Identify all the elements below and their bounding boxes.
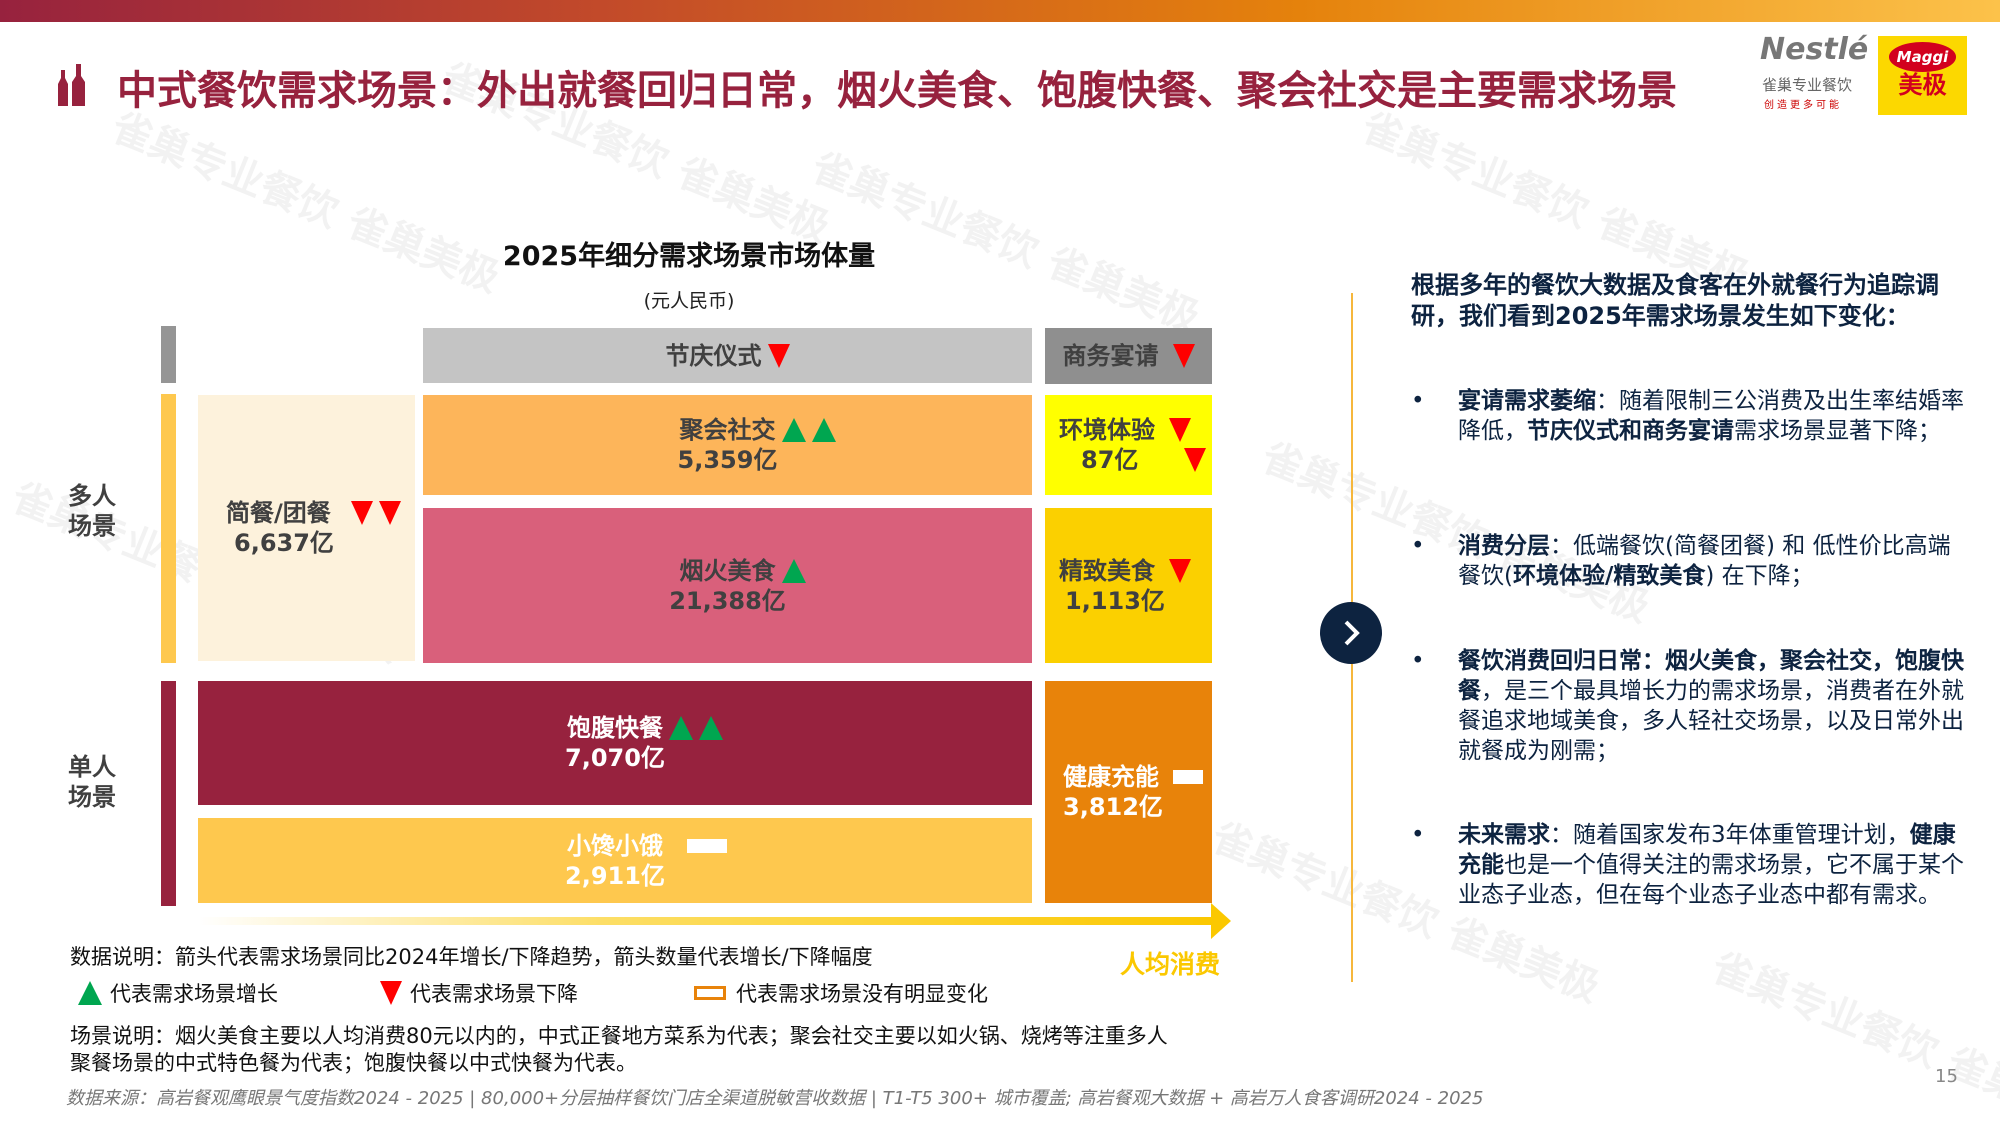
- segment-name: 健康充能: [1063, 763, 1159, 791]
- page-number: 15: [1935, 1066, 1958, 1087]
- header-festival: 节庆仪式: [423, 328, 1032, 383]
- segment-value: 3,812亿: [1063, 793, 1163, 821]
- nestle-logo: Nestlé 雀巢专业餐饮 创造更多可能: [1750, 32, 1872, 112]
- bullet-bold: 宴请需求萎缩: [1458, 388, 1596, 414]
- segment-healthy-energy: 健康充能 3,812亿: [1045, 681, 1212, 903]
- chart-unit: (元人民币): [643, 290, 735, 312]
- page-title: 中式餐饮需求场景：外出就餐回归日常，烟火美食、饱腹快餐、聚会社交是主要需求场景: [117, 68, 1677, 114]
- header-business-label: 商务宴请: [1062, 342, 1159, 370]
- segment-name: 饱腹快餐: [567, 714, 663, 742]
- header-business: 商务宴请: [1045, 328, 1212, 384]
- bullet-item: • 餐饮消费回归日常：烟火美食，聚会社交，饱腹快餐，是三个最具增长力的需求场景，消…: [1411, 648, 1964, 764]
- segment-snack: 小馋小饿 2,911亿: [198, 818, 1032, 903]
- segment-name: 聚会社交: [679, 416, 776, 444]
- watermark: 雀巢专业餐饮 雀巢美极: [1254, 433, 1656, 632]
- segment-local-cuisine: 烟火美食 21,388亿: [423, 508, 1032, 663]
- segment-name: 小馋小饿: [567, 831, 663, 860]
- down-arrow-icon: [350, 501, 373, 525]
- segment-value: 5,359亿: [677, 446, 778, 474]
- bullet-item: • 未来需求：随着国家发布3年体重管理计划，健康充能也是一个值得关注的需求场景，它…: [1411, 822, 1964, 908]
- bullet-item: • 宴请需求萎缩：随着限制三公消费及出生率结婚率降低，节庆仪式和商务宴请需求场景显…: [1411, 388, 1964, 444]
- up-arrow-icon: [78, 981, 102, 1005]
- arrowhead-icon: [1211, 903, 1231, 939]
- segment-fast-food: 饱腹快餐 7,070亿: [198, 681, 1032, 805]
- segment-value: 1,113亿: [1065, 586, 1165, 615]
- top-gradient-bar: [0, 0, 2000, 22]
- legend-flat-label: 代表需求场景没有明显变化: [736, 982, 988, 1006]
- multi-person-label: 多人 场景: [68, 482, 116, 540]
- no-change-icon: [1173, 770, 1203, 784]
- header-festival-label: 节庆仪式: [665, 341, 762, 370]
- bullet-item: • 消费分层：低端餐饮(简餐团餐) 和 低性价比高端餐饮(环境体验/精致美食) 在…: [1411, 533, 1951, 589]
- bullet-bold: 节庆仪式和商务宴请: [1527, 418, 1734, 444]
- down-arrow-icon: [378, 501, 401, 525]
- bullet-bold: 未来需求: [1458, 822, 1550, 848]
- legend-up-label: 代表需求场景增长: [110, 982, 278, 1006]
- multi-person-bar: [161, 394, 176, 663]
- bullet-text: 需求场景显著下降；: [1734, 418, 1941, 444]
- single-person-label: 单人 场景: [68, 753, 116, 811]
- maggi-logo-text: Maggi: [1888, 42, 1957, 72]
- nestle-logo-slogan: 创造更多可能: [1764, 100, 1842, 111]
- no-change-icon: [687, 838, 727, 853]
- per-capita-label: 人均消费: [1120, 950, 1221, 979]
- bullet-bold: 消费分层: [1458, 533, 1550, 559]
- down-arrow-icon: [380, 981, 402, 1005]
- down-arrow-icon: [1184, 448, 1207, 472]
- nestle-logo-subtext: 雀巢专业餐饮: [1762, 76, 1853, 94]
- bullet-bold: 环境体验/精致美食: [1512, 563, 1706, 589]
- segment-value: 7,070亿: [565, 744, 665, 772]
- watermark: 雀巢专业餐饮 雀巢美极: [1704, 943, 2000, 1142]
- scene-note-line2: 聚餐场景的中式特色餐为代表；饱腹快餐以中式快餐为代表。: [70, 1051, 637, 1075]
- bullet-text: ：低端餐饮(简餐团餐) 和 低性价比高端餐饮(: [1458, 533, 1951, 589]
- chart-title: 2025年细分需求场景市场体量: [502, 241, 876, 272]
- up-arrow-icon: [699, 716, 723, 740]
- bullet-text: ：随着限制三公消费及出生率结婚率降低，: [1458, 388, 1964, 444]
- up-arrow-icon: [781, 558, 806, 583]
- legend-up: 代表需求场景增长: [78, 978, 278, 1008]
- segment-value: 87亿: [1081, 446, 1139, 474]
- scene-note-line1: 场景说明：烟火美食主要以人均消费80元以内的，中式正餐地方菜系为代表；聚会社交主…: [70, 1024, 1168, 1048]
- segment-name: 烟火美食: [679, 556, 776, 585]
- bottle-icon: [58, 64, 85, 106]
- chevron-right-icon: [1344, 620, 1360, 646]
- segment-simple-meal: 简餐/团餐 6,637亿: [198, 395, 415, 661]
- data-note: 数据说明：箭头代表需求场景同比2024年增长/下降趋势，箭头数量代表增长/下降幅…: [70, 945, 873, 969]
- nestle-logo-text: Nestlé: [1760, 32, 1869, 67]
- segment-value: 21,388亿: [669, 586, 786, 615]
- up-arrow-icon: [781, 418, 806, 442]
- up-arrow-icon: [811, 418, 836, 442]
- right-heading: 根据多年的餐饮大数据及食客在外就餐行为追踪调研，我们看到2025年需求场景发生如…: [1411, 271, 1939, 330]
- per-capita-axis-arrow: [198, 917, 1213, 925]
- segment-value: 2,911亿: [565, 861, 665, 890]
- bullet-bold: 餐饮消费回归日常：烟火美食，聚会社交，饱腹快餐: [1458, 648, 1964, 704]
- segment-name: 环境体验: [1059, 416, 1155, 444]
- down-arrow-icon: [767, 343, 790, 368]
- segment-fine-dining: 精致美食 1,113亿: [1045, 508, 1212, 663]
- segment-value: 6,637亿: [234, 529, 334, 557]
- single-person-bar: [161, 681, 176, 906]
- down-arrow-icon: [1169, 418, 1191, 442]
- segment-ambience: 环境体验 87亿: [1045, 395, 1212, 495]
- segment-name: 精致美食: [1059, 556, 1155, 585]
- bullet-text: ) 在下降；: [1705, 563, 1814, 589]
- data-source: 数据来源：高岩餐观鹰眼景气度指数2024 - 2025 | 80,000+分层抽…: [66, 1088, 1484, 1109]
- segment-gathering: 聚会社交 5,359亿: [423, 395, 1032, 495]
- legend-down: 代表需求场景下降: [380, 978, 578, 1008]
- segment-name: 简餐/团餐: [226, 499, 331, 527]
- down-arrow-icon: [1172, 344, 1195, 368]
- bullet-bold: 健康充能: [1458, 822, 1956, 878]
- down-arrow-icon: [1169, 558, 1191, 583]
- up-arrow-icon: [669, 716, 693, 740]
- no-change-icon: [694, 986, 726, 1000]
- legend-down-label: 代表需求场景下降: [410, 982, 578, 1006]
- maggi-logo: Maggi 美极: [1878, 36, 1967, 115]
- next-arrow-button[interactable]: [1320, 602, 1382, 664]
- legend-flat: 代表需求场景没有明显变化: [694, 978, 988, 1008]
- bullet-text: ：随着国家发布3年体重管理计划，: [1550, 822, 1910, 848]
- header-marker-bar: [161, 326, 176, 383]
- maggi-logo-cn: 美极: [1898, 71, 1947, 99]
- bullet-text: ，是三个最具增长力的需求场景，消费者在外就餐追求地域美食，多人轻社交场景，以及日…: [1458, 678, 1964, 764]
- bullet-text: 也是一个值得关注的需求场景，它不属于某个业态子业态，但在每个业态子业态中都有需求…: [1458, 852, 1964, 908]
